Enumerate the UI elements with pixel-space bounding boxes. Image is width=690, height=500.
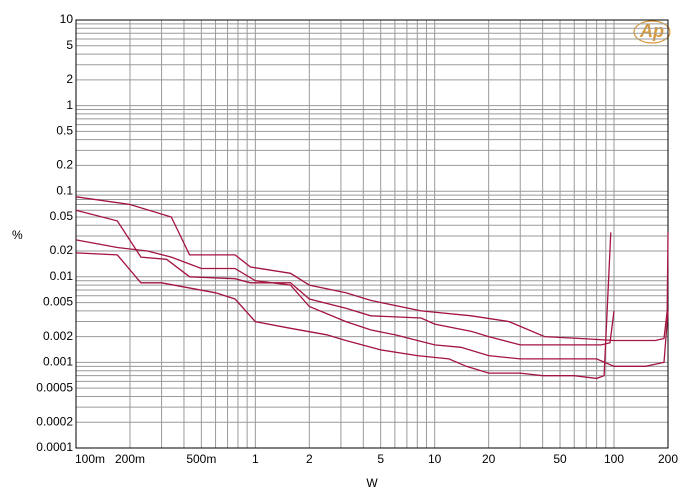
y-tick-label: 0.05: [50, 209, 74, 223]
x-axis-label: W: [366, 476, 378, 490]
plot-border: [75, 19, 669, 449]
y-tick-label: 0.005: [43, 295, 73, 309]
y-tick-label: 2: [66, 72, 73, 86]
y-tick-label: 0.002: [43, 329, 73, 343]
y-tick-label: 1: [66, 98, 73, 112]
y-tick-label: 0.0002: [36, 414, 73, 428]
x-tick-label: 500m: [186, 452, 216, 466]
x-tick-label: 50: [553, 452, 567, 466]
series-line: [75, 196, 669, 342]
y-tick-label: 5: [66, 38, 73, 52]
x-tick-label: 5: [377, 452, 384, 466]
y-tick-label: 0.02: [50, 243, 74, 257]
y-tick-label: 0.1: [56, 183, 73, 197]
x-tick-label: 2: [306, 452, 313, 466]
logo: Ap: [639, 21, 664, 41]
x-tick-label: 10: [428, 452, 442, 466]
y-tick-label: 10: [60, 12, 74, 26]
logo-ring: [633, 20, 671, 44]
x-tick-label: 20: [482, 452, 496, 466]
series-line: [75, 232, 612, 380]
x-tick-label: 200m: [115, 452, 145, 466]
x-tick-label: 1: [252, 452, 259, 466]
y-tick-label: 0.5: [56, 124, 73, 138]
y-tick-label: 0.0005: [36, 380, 73, 394]
y-tick-label: 0.001: [43, 355, 73, 369]
y-tick-label: 0.2: [56, 158, 73, 172]
x-tick-label: 100: [604, 452, 624, 466]
series-line: [75, 209, 615, 346]
x-tick-label: 100m: [75, 452, 105, 466]
x-tick-label: 200: [658, 452, 678, 466]
y-axis-label: %: [12, 228, 23, 242]
y-tick-label: 0.01: [50, 269, 74, 283]
y-tick-label: 0.0001: [36, 440, 73, 454]
